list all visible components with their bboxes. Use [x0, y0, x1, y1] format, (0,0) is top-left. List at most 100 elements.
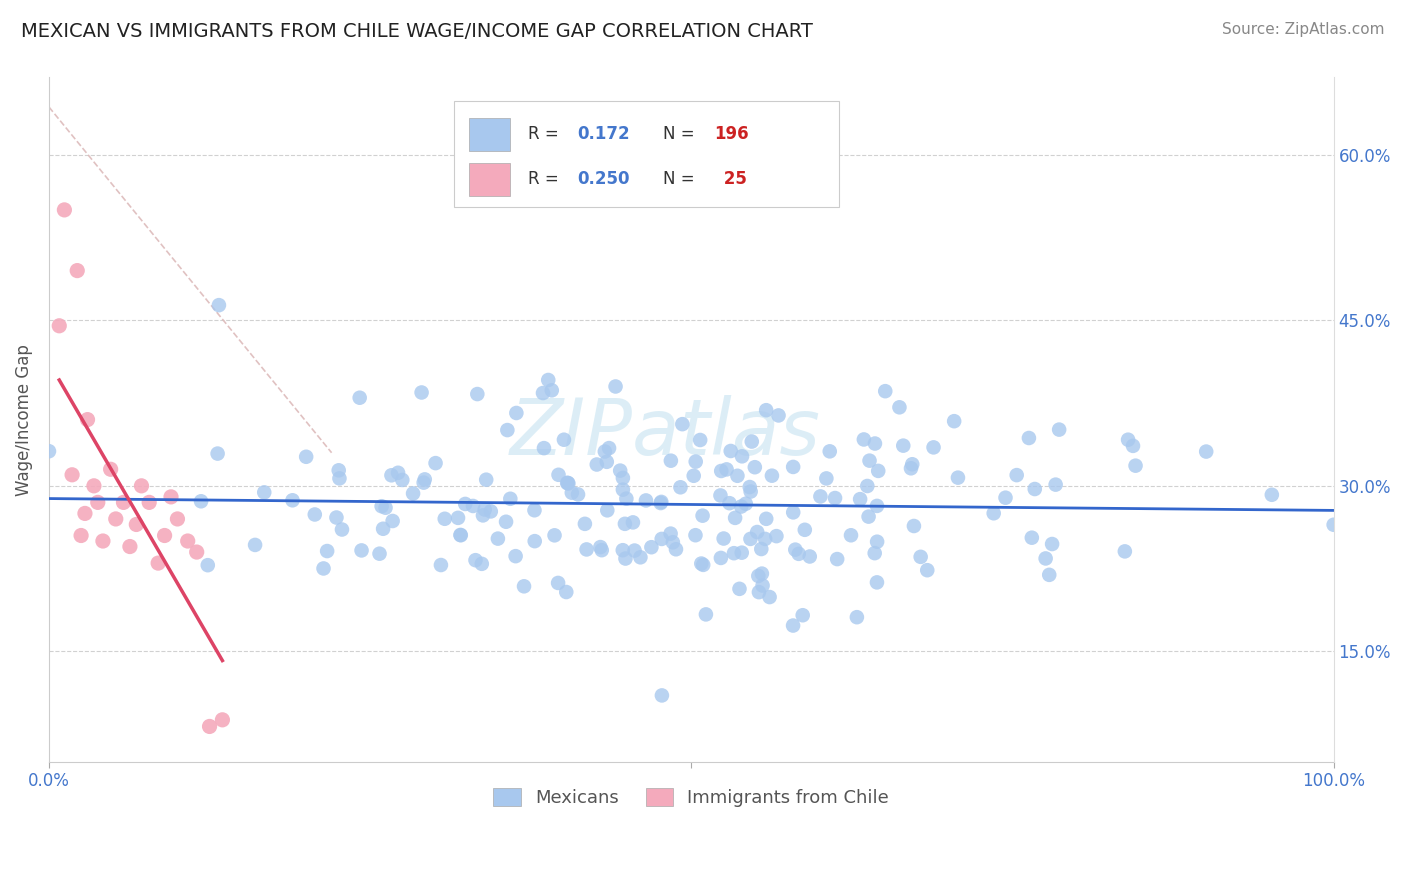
Point	[557, 475, 579, 490]
Point	[412, 475, 434, 490]
Point	[411, 385, 433, 400]
Point	[728, 582, 751, 596]
Point	[598, 441, 620, 455]
Point	[713, 532, 735, 546]
Point	[849, 492, 872, 507]
Point	[100, 462, 122, 476]
Point	[575, 542, 598, 557]
Point	[741, 434, 763, 449]
Point	[131, 479, 153, 493]
Point	[758, 590, 780, 604]
Point	[662, 535, 685, 549]
Point	[782, 618, 804, 632]
Point	[866, 499, 889, 513]
Point	[858, 509, 880, 524]
Point	[153, 528, 176, 542]
Point	[479, 504, 502, 518]
Point	[513, 579, 536, 593]
Point	[531, 386, 554, 401]
Point	[868, 464, 890, 478]
Point	[593, 444, 616, 458]
Point	[454, 497, 477, 511]
Point	[621, 516, 644, 530]
Point	[730, 500, 752, 514]
Point	[623, 543, 645, 558]
Text: 0.250: 0.250	[576, 170, 630, 188]
Legend: Mexicans, Immigrants from Chile: Mexicans, Immigrants from Chile	[486, 780, 897, 814]
Point	[70, 528, 93, 542]
Point	[73, 507, 96, 521]
Point	[650, 495, 672, 509]
Point	[738, 480, 761, 494]
Point	[845, 610, 868, 624]
Point	[740, 484, 762, 499]
Point	[83, 479, 105, 493]
Point	[465, 387, 488, 401]
Point	[104, 512, 127, 526]
Point	[787, 547, 810, 561]
Point	[709, 488, 731, 502]
Point	[695, 607, 717, 622]
Point	[596, 455, 619, 469]
Point	[1122, 439, 1144, 453]
Point	[983, 506, 1005, 520]
Point	[540, 384, 562, 398]
Point	[430, 558, 453, 572]
Text: R =: R =	[529, 125, 564, 144]
Point	[825, 552, 848, 566]
Point	[818, 444, 841, 458]
Point	[1323, 517, 1346, 532]
Point	[328, 463, 350, 477]
Point	[612, 471, 634, 485]
Point	[751, 578, 773, 592]
Point	[651, 532, 673, 546]
Point	[824, 491, 846, 505]
Point	[858, 453, 880, 467]
Point	[755, 512, 778, 526]
Point	[810, 490, 832, 504]
Point	[190, 494, 212, 508]
Point	[616, 491, 638, 506]
Point	[839, 528, 862, 542]
Point	[1125, 458, 1147, 473]
Point	[612, 543, 634, 558]
Point	[330, 523, 353, 537]
Point	[1261, 488, 1284, 502]
Text: R =: R =	[529, 170, 564, 188]
Point	[761, 468, 783, 483]
Point	[60, 467, 83, 482]
Point	[720, 444, 742, 458]
FancyBboxPatch shape	[454, 102, 839, 208]
Point	[555, 475, 578, 490]
Point	[177, 534, 200, 549]
Point	[875, 384, 897, 399]
Point	[716, 462, 738, 476]
Point	[496, 423, 519, 437]
Y-axis label: Wage/Income Gap: Wage/Income Gap	[15, 343, 32, 496]
Point	[782, 459, 804, 474]
Point	[943, 414, 966, 428]
Point	[368, 547, 391, 561]
Point	[387, 466, 409, 480]
Point	[910, 549, 932, 564]
Point	[533, 441, 555, 455]
Point	[755, 403, 778, 417]
Point	[609, 464, 631, 478]
Point	[328, 471, 350, 485]
Point	[91, 534, 114, 549]
Point	[557, 476, 579, 491]
Point	[605, 379, 627, 393]
Point	[207, 447, 229, 461]
Text: 25: 25	[718, 170, 747, 188]
Point	[567, 487, 589, 501]
Point	[402, 486, 425, 500]
Point	[449, 528, 471, 542]
Point	[585, 458, 607, 472]
Point	[589, 540, 612, 554]
Point	[710, 550, 733, 565]
Point	[380, 468, 402, 483]
Point	[371, 522, 394, 536]
Point	[146, 556, 169, 570]
Point	[659, 526, 682, 541]
Point	[640, 540, 662, 554]
